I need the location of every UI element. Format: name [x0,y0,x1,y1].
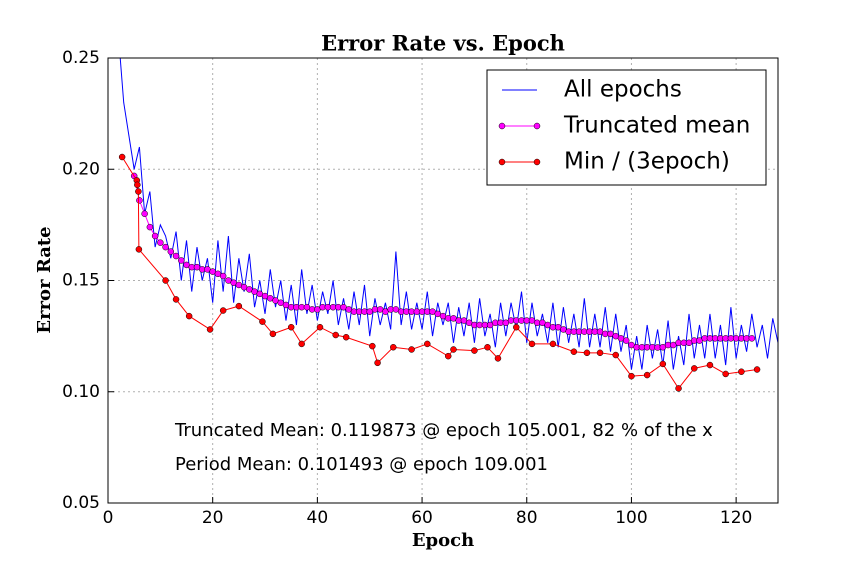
legend-label: Min / (3epoch) [564,149,730,175]
ticks: 0 20 40 60 80 100 120 0.05 0.10 0.15 0.20 0.25 [62,48,752,528]
point-marker [316,323,324,331]
point-marker [484,344,491,351]
point-marker [675,385,682,392]
x-tick-label: 60 [411,508,433,528]
point-marker [691,365,698,372]
point-marker [178,257,185,264]
legend-marker [533,122,541,130]
annotation: Period Mean: 0.101493 @ epoch 109.001 [175,454,548,475]
point-marker [722,370,729,378]
point-marker [151,232,159,240]
point-marker [141,210,148,217]
point-marker [118,153,126,161]
point-marker [753,366,761,373]
legend-box [486,69,767,186]
x-axis-label: Epoch [412,530,474,551]
point-marker [136,197,143,204]
point-marker [219,307,227,314]
point-marker [135,188,142,195]
y-axis-label: Error Rate [34,226,55,333]
legend-marker [533,158,541,166]
point-marker [390,344,397,351]
point-marker [134,181,141,189]
point-marker [643,371,651,379]
point-marker [596,349,604,357]
point-marker [157,239,164,246]
point-marker [748,335,756,342]
point-marker [162,277,169,284]
point-marker [444,352,452,360]
point-marker [374,359,381,367]
legend-marker [498,122,506,130]
point-marker [185,312,193,320]
point-marker [628,372,635,380]
legend-label: Truncated mean [563,113,750,139]
point-marker [706,361,714,369]
point-marker [528,340,536,348]
point-marker [659,360,667,368]
point-marker [298,340,305,348]
point-marker [494,355,502,362]
point-marker [269,330,277,338]
point-marker [146,223,154,231]
legend-label: All epochs [564,77,682,103]
point-marker [549,340,557,348]
plot-area [118,58,778,392]
y-tick-label: 0.20 [62,159,100,179]
x-tick-label: 40 [307,508,329,528]
y-tick-label: 0.15 [62,271,100,291]
point-marker [513,323,520,331]
point-marker [206,326,214,333]
point-marker [235,302,243,310]
x-tick-label: 80 [516,508,538,528]
legend: All epochs Truncated mean Min / (3epoch) [486,69,767,186]
point-marker [135,246,143,253]
y-tick-label: 0.25 [62,48,100,68]
x-tick-label: 120 [720,508,752,528]
point-marker [342,333,350,341]
point-marker [408,346,415,353]
point-marker [424,340,431,348]
point-marker [167,248,175,255]
point-marker [172,296,180,303]
point-marker [287,323,295,331]
x-tick-label: 100 [615,508,647,528]
point-marker [162,243,169,251]
point-marker [332,331,339,339]
y-tick-label: 0.05 [62,493,100,513]
x-tick-label: 20 [202,508,224,528]
chart-title: Error Rate vs. Epoch [321,31,565,56]
point-marker [369,342,376,350]
point-marker [471,347,478,354]
point-marker [622,337,630,344]
x-tick-label: 0 [103,508,114,528]
point-marker [570,348,578,355]
legend-marker [498,158,506,166]
point-marker [172,252,180,260]
point-marker [219,272,227,280]
annotation: Truncated Mean: 0.119873 @ epoch 105.001… [174,420,713,441]
y-tick-label: 0.10 [62,382,100,402]
series-line [119,58,778,370]
point-marker [259,318,266,325]
point-marker [583,349,591,357]
point-marker [738,368,745,375]
point-marker [612,351,619,359]
point-marker [450,346,457,353]
